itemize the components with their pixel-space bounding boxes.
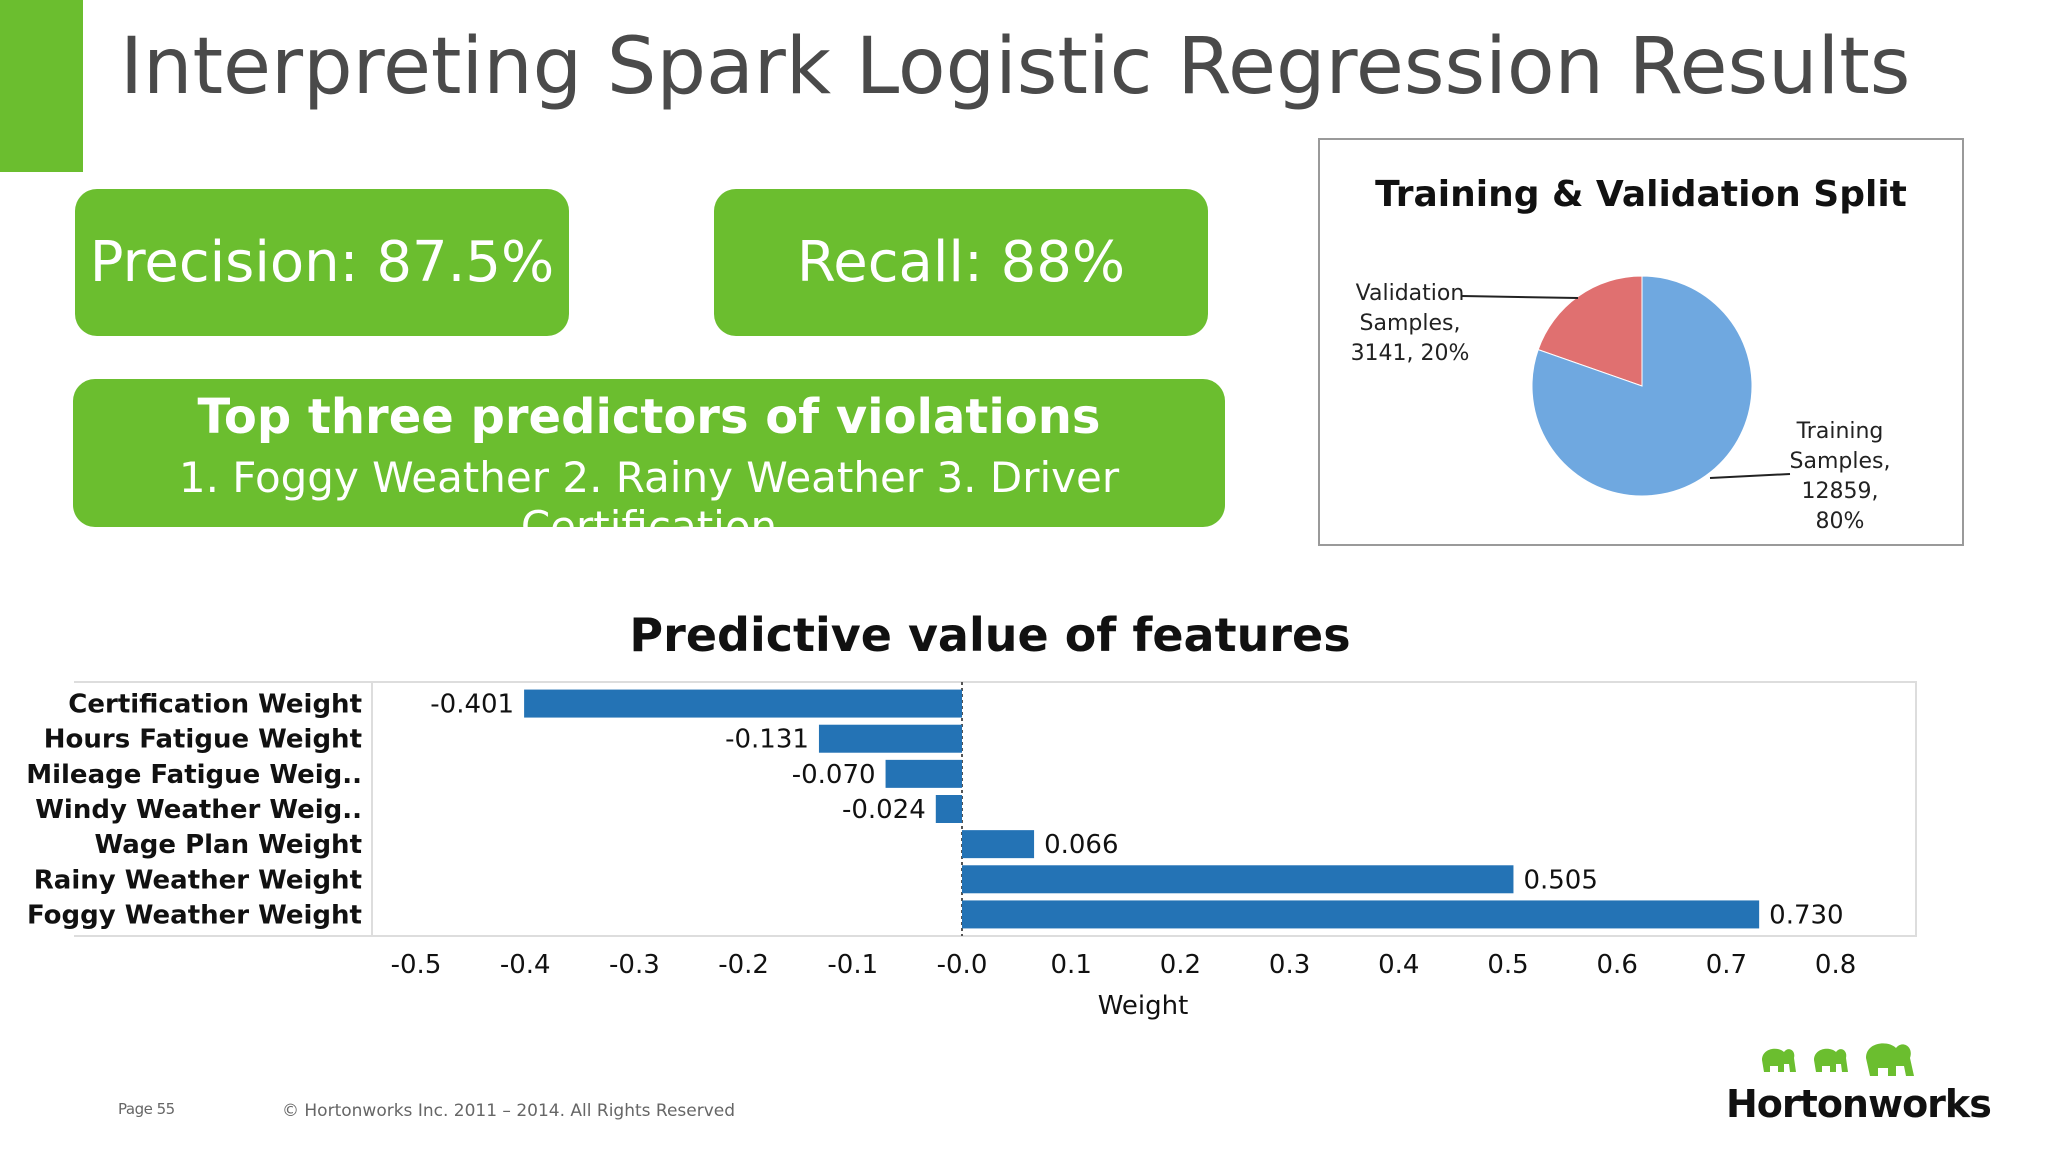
page-number: Page 55 bbox=[118, 1100, 175, 1118]
pie-chart-title: Training & Validation Split bbox=[1375, 174, 1907, 215]
hortonworks-logo: Hortonworks bbox=[1726, 1032, 1992, 1132]
x-axis-label: Weight bbox=[1098, 991, 1189, 1021]
x-tick-label-4: -0.1 bbox=[827, 950, 878, 980]
x-tick-label-6: 0.1 bbox=[1051, 950, 1092, 980]
precision-box: Precision: 87.5% bbox=[75, 189, 569, 336]
x-tick-label-0: -0.5 bbox=[391, 950, 442, 980]
pie-leader-training bbox=[1709, 473, 1791, 479]
bar-plot-frame bbox=[371, 681, 1917, 937]
value-label-2: -0.070 bbox=[792, 760, 876, 790]
pie-label-training-0: Training bbox=[1796, 419, 1884, 444]
x-tick-label-3: -0.2 bbox=[718, 950, 769, 980]
bar-1 bbox=[818, 724, 962, 753]
x-tick-label-5: -0.0 bbox=[937, 950, 988, 980]
value-label-3: -0.024 bbox=[842, 795, 926, 825]
precision-text: Precision: 87.5% bbox=[89, 230, 555, 295]
category-label-2: Mileage Fatigue Weig.. bbox=[26, 760, 362, 790]
pie-label-training-1: Samples, bbox=[1790, 449, 1891, 474]
bar-3 bbox=[935, 795, 962, 823]
bar-4 bbox=[962, 830, 1035, 859]
pie-slice-training bbox=[1531, 275, 1753, 497]
category-label-3: Windy Weather Weig.. bbox=[35, 795, 362, 825]
value-label-4: 0.066 bbox=[1044, 830, 1118, 860]
category-label-5: Rainy Weather Weight bbox=[34, 865, 362, 895]
pie-label-training-3: 80% bbox=[1816, 509, 1865, 534]
predictors-box: Top three predictors of violations 1. Fo… bbox=[73, 379, 1225, 551]
pie-chart: Training & Validation Split Validation Sam… bbox=[1351, 174, 1907, 534]
x-tick-label-12: 0.7 bbox=[1706, 950, 1747, 980]
logo-text: Hortonworks bbox=[1726, 1082, 1992, 1126]
copyright: © Hortonworks Inc. 2011 – 2014. All Righ… bbox=[282, 1101, 736, 1121]
x-tick-label-13: 0.8 bbox=[1815, 950, 1856, 980]
category-label-0: Certification Weight bbox=[68, 690, 362, 720]
pie-label-validation-2: 3141, 20% bbox=[1351, 341, 1470, 366]
pie-leader-validation bbox=[1461, 295, 1579, 299]
recall-text: Recall: 88% bbox=[796, 230, 1126, 295]
x-tick-label-2: -0.3 bbox=[609, 950, 660, 980]
x-tick-label-1: -0.4 bbox=[500, 950, 551, 980]
predictors-list: 1. Foggy Weather 2. Rainy Weather 3. Dri… bbox=[178, 453, 1120, 551]
pie-label-validation-0: Validation bbox=[1356, 281, 1465, 306]
value-label-6: 0.730 bbox=[1769, 900, 1843, 930]
x-tick-label-7: 0.2 bbox=[1160, 950, 1201, 980]
value-label-5: 0.505 bbox=[1523, 865, 1597, 895]
value-label-1: -0.131 bbox=[725, 725, 809, 755]
x-tick-label-11: 0.6 bbox=[1597, 950, 1638, 980]
bar-5 bbox=[962, 865, 1514, 894]
bar-chart-title: Predictive value of features bbox=[629, 608, 1351, 662]
elephant-icon bbox=[1762, 1043, 1914, 1076]
predictors-title: Top three predictors of violations bbox=[197, 389, 1101, 445]
x-tick-label-9: 0.4 bbox=[1378, 950, 1419, 980]
pie-label-validation-1: Samples, bbox=[1360, 311, 1461, 336]
slide-title: Interpreting Spark Logistic Regression R… bbox=[120, 22, 1911, 112]
x-tick-label-8: 0.3 bbox=[1269, 950, 1310, 980]
accent-bar bbox=[0, 0, 83, 172]
recall-box: Recall: 88% bbox=[714, 189, 1208, 336]
category-label-1: Hours Fatigue Weight bbox=[44, 725, 362, 755]
bar-2 bbox=[885, 759, 962, 788]
bar-0 bbox=[524, 689, 962, 718]
category-label-4: Wage Plan Weight bbox=[94, 830, 362, 860]
x-tick-label-10: 0.5 bbox=[1487, 950, 1528, 980]
pie-label-training-2: 12859, bbox=[1802, 479, 1879, 504]
value-label-0: -0.401 bbox=[430, 690, 514, 720]
pie-chart-frame: Training & Validation Split Validation Sam… bbox=[1318, 138, 1964, 546]
bar-6 bbox=[962, 900, 1760, 929]
category-label-6: Foggy Weather Weight bbox=[27, 900, 362, 930]
